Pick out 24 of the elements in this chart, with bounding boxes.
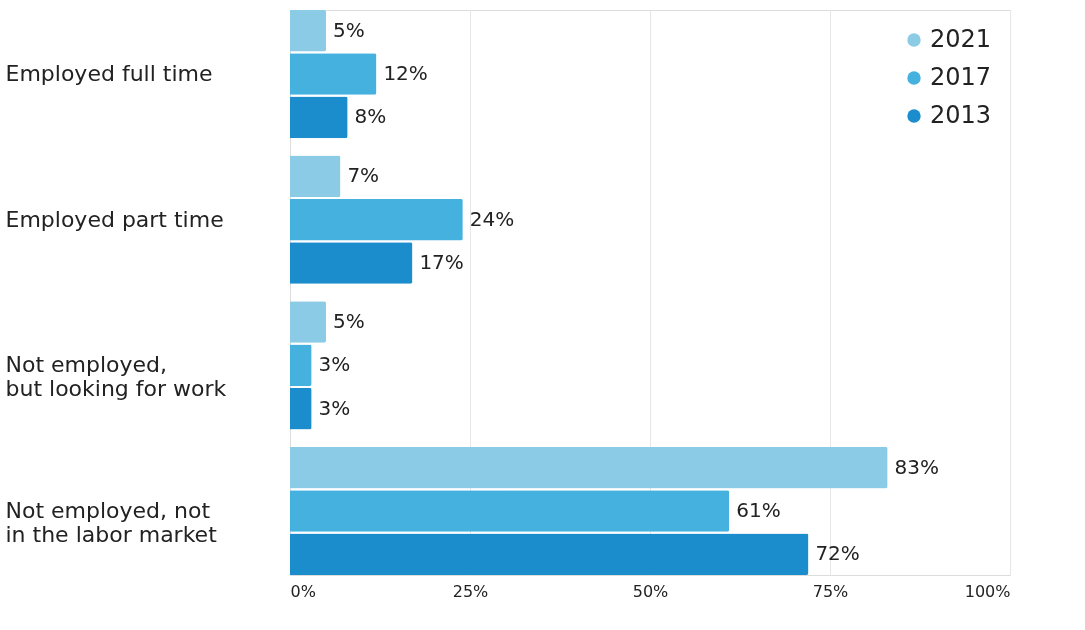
legend-label: 2013 [930, 101, 992, 129]
y-tick-label: Not employed, but looking for work [5, 352, 227, 402]
data-label: 24% [469, 206, 515, 231]
x-tick-label: 0% [290, 581, 316, 601]
data-label: 3% [318, 352, 351, 377]
data-label: 17% [419, 249, 464, 274]
data-label: 83% [894, 454, 940, 479]
x-tick-label: 100% [964, 581, 1011, 601]
y-tick-label: Employed part time [5, 206, 224, 232]
y-tick-label: Employed full time [5, 61, 213, 87]
x-tick-label: 75% [812, 581, 849, 601]
data-label: 72% [815, 541, 860, 566]
data-label: 3% [318, 395, 351, 420]
y-tick-label: Not employed, not in the labor market [5, 497, 218, 547]
data-label: 12% [383, 61, 428, 86]
data-label: 5% [333, 17, 365, 42]
data-label: 7% [347, 163, 380, 188]
legend-label: 2017 [930, 63, 992, 91]
data-label: 5% [333, 309, 365, 334]
x-tick-label: 25% [452, 581, 489, 601]
data-label: 61% [736, 497, 781, 522]
x-tick-label: 50% [632, 581, 669, 601]
data-label: 8% [354, 104, 387, 129]
legend-label: 2021 [930, 25, 992, 53]
